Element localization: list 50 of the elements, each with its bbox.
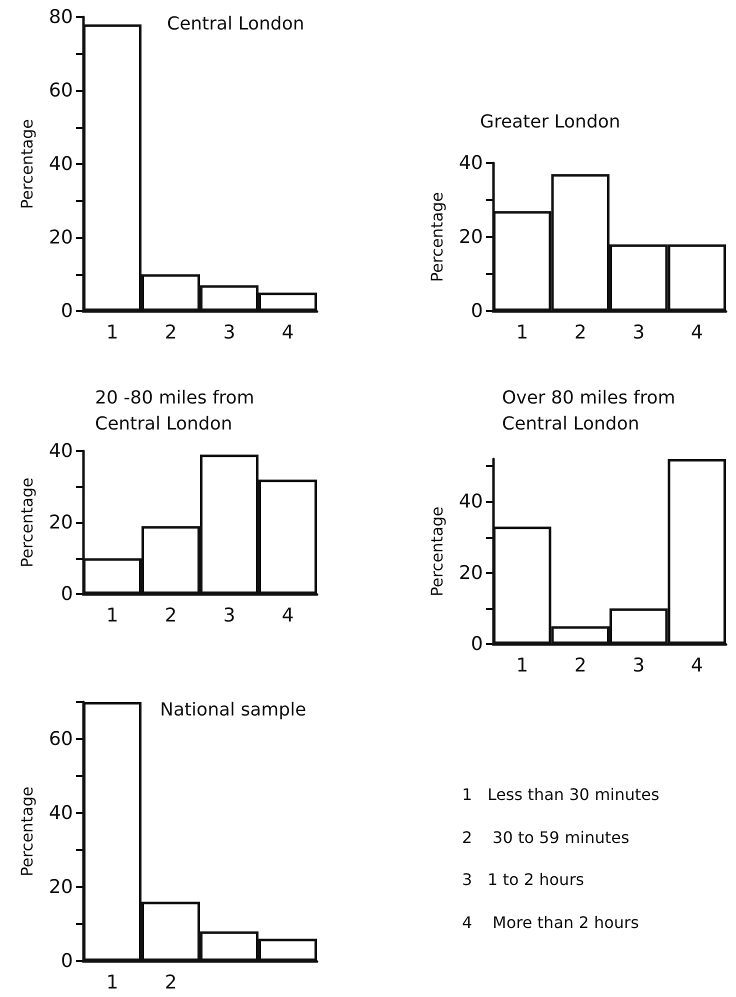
x-tick-label: 4 bbox=[282, 604, 294, 626]
x-tick-label: 3 bbox=[632, 322, 645, 344]
y-tick-label: 20 bbox=[48, 876, 73, 898]
y-tick-label: 20 bbox=[458, 226, 483, 248]
x-tick-label: 3 bbox=[223, 322, 236, 344]
y-tick-label: 20 bbox=[48, 226, 73, 248]
y-tick-label: 0 bbox=[60, 583, 73, 605]
y-tick-label: 40 bbox=[48, 802, 73, 824]
y-tick-label: 40 bbox=[458, 490, 483, 513]
x-tick-label: 3 bbox=[223, 604, 236, 626]
y-tick-label: 60 bbox=[48, 728, 73, 750]
x-tick-label: 1 bbox=[106, 322, 118, 344]
y-axis-title: Percentage bbox=[18, 786, 36, 877]
chart-title: National sample bbox=[160, 700, 306, 720]
y-tick-label: 40 bbox=[48, 440, 73, 462]
x-tick-label: 2 bbox=[574, 322, 586, 344]
x-tick-label: 2 bbox=[164, 322, 177, 344]
chart-title: Central London bbox=[167, 14, 304, 34]
x-tick-label: 1 bbox=[106, 604, 118, 626]
x-tick-label: 2 bbox=[164, 972, 177, 994]
x-tick-label: 3 bbox=[632, 654, 645, 676]
y-tick-label: 40 bbox=[458, 152, 483, 174]
y-axis-title: Percentage bbox=[18, 477, 36, 568]
x-tick-label: 4 bbox=[690, 654, 703, 676]
text: 2 30 to 59 minutes bbox=[462, 828, 630, 848]
text: 1 Less than 30 minutes bbox=[462, 785, 660, 805]
chart-title: Greater London bbox=[480, 112, 620, 132]
chart-title: Over 80 miles from Central London bbox=[502, 388, 681, 434]
text: 4 More than 2 hours bbox=[462, 912, 639, 932]
y-axis-title: Percentage bbox=[428, 506, 446, 597]
x-tick-label: 4 bbox=[690, 322, 703, 344]
y-axis-title: Percentage bbox=[428, 192, 446, 282]
y-tick-label: 80 bbox=[48, 6, 73, 28]
y-tick-label: 0 bbox=[60, 300, 73, 322]
y-tick-label: 0 bbox=[470, 300, 483, 322]
y-tick-label: 60 bbox=[48, 80, 73, 102]
y-axis-title: Percentage bbox=[18, 118, 36, 210]
x-tick-label: 1 bbox=[516, 654, 528, 676]
y-tick-label: 20 bbox=[458, 562, 483, 584]
y-tick-label: 0 bbox=[470, 633, 483, 655]
x-tick-label: 1 bbox=[106, 972, 118, 994]
x-tick-label: 4 bbox=[282, 322, 294, 344]
x-tick-label: 1 bbox=[516, 322, 528, 344]
x-tick-label: 2 bbox=[164, 604, 177, 626]
y-tick-label: 20 bbox=[48, 512, 73, 534]
y-tick-label: 0 bbox=[60, 950, 73, 972]
y-tick-label: 40 bbox=[48, 153, 73, 175]
text: 3 1 to 2 hours bbox=[462, 870, 584, 890]
chart-title: 20 -80 miles from Central London bbox=[95, 388, 260, 434]
x-tick-label: 2 bbox=[574, 654, 586, 676]
